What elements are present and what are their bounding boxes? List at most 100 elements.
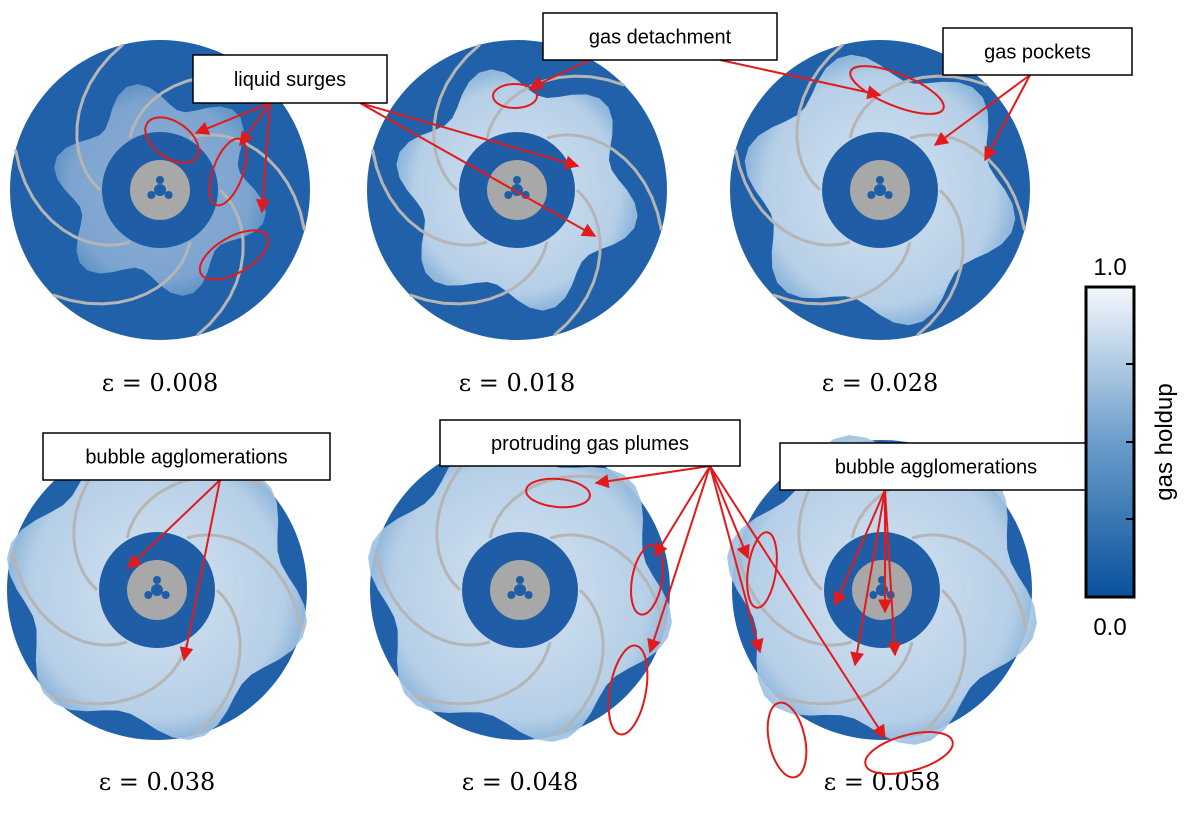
impeller-blade: [196, 188, 245, 337]
annotation-arrow: [179, 479, 221, 662]
hub-hole: [513, 176, 521, 184]
highlight-ellipse: [864, 731, 954, 775]
impeller-blade: [546, 133, 663, 231]
annotation-arrow: [239, 102, 271, 147]
impeller-blade: [432, 43, 481, 192]
impeller-blade: [772, 241, 912, 306]
annotation-arrow: [933, 74, 1031, 146]
annotation-arrow: [984, 74, 1031, 162]
hub-hole: [144, 591, 153, 599]
annotation-arrow: [359, 102, 597, 237]
hub-hole: [867, 191, 876, 199]
hub-hole: [153, 576, 161, 584]
annotation-label: bubble agglomerations: [85, 447, 287, 469]
impeller-blade: [49, 641, 189, 706]
annotation-box: [439, 419, 741, 467]
ct-panel: ε = 0.038: [7, 440, 307, 796]
annotation: liquid surges: [144, 54, 597, 281]
highlight-ellipse: [525, 477, 591, 509]
annotation-arrow: [255, 102, 271, 214]
annotation-arrow: [194, 102, 271, 135]
annotation: bubble agglomerations: [42, 432, 331, 662]
impeller-blade: [435, 443, 484, 592]
colorbar: 1.0 0.0 gas holdup: [1084, 254, 1178, 641]
ct-panel: ε = 0.058: [727, 435, 1037, 796]
hub-bore: [154, 184, 166, 196]
impeller-blade: [374, 549, 491, 647]
hub-hole: [161, 591, 170, 599]
annotation-arrow: [709, 465, 750, 560]
impeller-blade: [848, 74, 988, 139]
impeller-blade: [911, 533, 1028, 631]
annotation-arrow: [709, 465, 886, 740]
annotation: protruding gas plumes: [439, 419, 954, 779]
annotation: bubble agglomerations: [779, 442, 1093, 667]
impeller-blade: [556, 588, 605, 737]
annotation-arrow: [850, 489, 886, 667]
impeller-blade: [14, 149, 131, 247]
highlight-ellipse: [766, 701, 808, 779]
impeller-blade: [553, 188, 602, 337]
impeller-blade: [909, 133, 1026, 231]
ct-panel: ε = 0.048: [368, 438, 672, 796]
caption: ε = 0.038: [99, 768, 216, 796]
hub-hole: [876, 176, 884, 184]
impeller-blade: [412, 641, 552, 706]
hub-hole: [507, 591, 516, 599]
impeller-blade: [75, 43, 124, 192]
annotation-box: [779, 442, 1093, 491]
annotation-arrow: [528, 59, 591, 90]
annotation-arrow: [126, 479, 221, 569]
impeller-blade: [189, 133, 306, 231]
annotation-label: bubble agglomerations: [835, 457, 1037, 479]
caption: ε = 0.048: [462, 768, 579, 796]
highlight-ellipse: [144, 116, 200, 164]
impeller-blade: [371, 149, 488, 247]
caption: ε = 0.008: [102, 369, 219, 397]
impeller-blade: [734, 149, 851, 247]
annotation: gas detachment: [492, 12, 882, 109]
highlight-ellipse: [849, 65, 945, 115]
caption: ε = 0.028: [822, 369, 939, 397]
hub-hole: [156, 176, 164, 184]
highlight-ellipse: [630, 544, 664, 616]
annotation-arrow: [709, 465, 764, 654]
caption: ε = 0.058: [824, 768, 941, 796]
hub-hole: [164, 191, 173, 199]
impeller-blade: [193, 588, 242, 737]
colorbar-min: 0.0: [1093, 614, 1126, 641]
impeller-blade: [52, 241, 192, 306]
ct-panel: ε = 0.008: [10, 40, 310, 397]
hub-bore: [151, 584, 163, 596]
impeller-blade: [11, 549, 128, 647]
ct-panel: ε = 0.028: [730, 40, 1030, 397]
impeller-blade: [774, 641, 914, 706]
annotation-label: gas pockets: [984, 42, 1091, 64]
annotation-label: gas detachment: [589, 27, 732, 49]
highlight-ellipse: [607, 644, 649, 736]
hub-hole: [516, 576, 524, 584]
impeller-blade: [488, 474, 628, 539]
impeller-blade: [916, 188, 965, 337]
annotation-arrow: [884, 489, 902, 657]
highlight-ellipse: [492, 83, 538, 109]
annotation: gas pockets: [849, 27, 1133, 162]
hub-hole: [504, 191, 513, 199]
annotation-box: [942, 27, 1133, 76]
annotation-arrow: [833, 489, 886, 607]
hub-bore: [876, 584, 888, 596]
annotation-box: [42, 432, 331, 481]
hub-hole: [884, 191, 893, 199]
annotation-arrow: [647, 465, 711, 654]
ct-panel: ε = 0.018: [367, 40, 667, 397]
hub-hole: [147, 191, 156, 199]
hub-bore: [874, 184, 886, 196]
annotation-label: protruding gas plumes: [491, 433, 689, 455]
hub-bore: [514, 584, 526, 596]
impeller-blade: [186, 533, 303, 631]
annotation-arrow: [359, 102, 580, 170]
impeller-blade: [795, 43, 844, 192]
impeller-blade: [549, 533, 666, 631]
colorbar-max: 1.0: [1093, 254, 1126, 281]
